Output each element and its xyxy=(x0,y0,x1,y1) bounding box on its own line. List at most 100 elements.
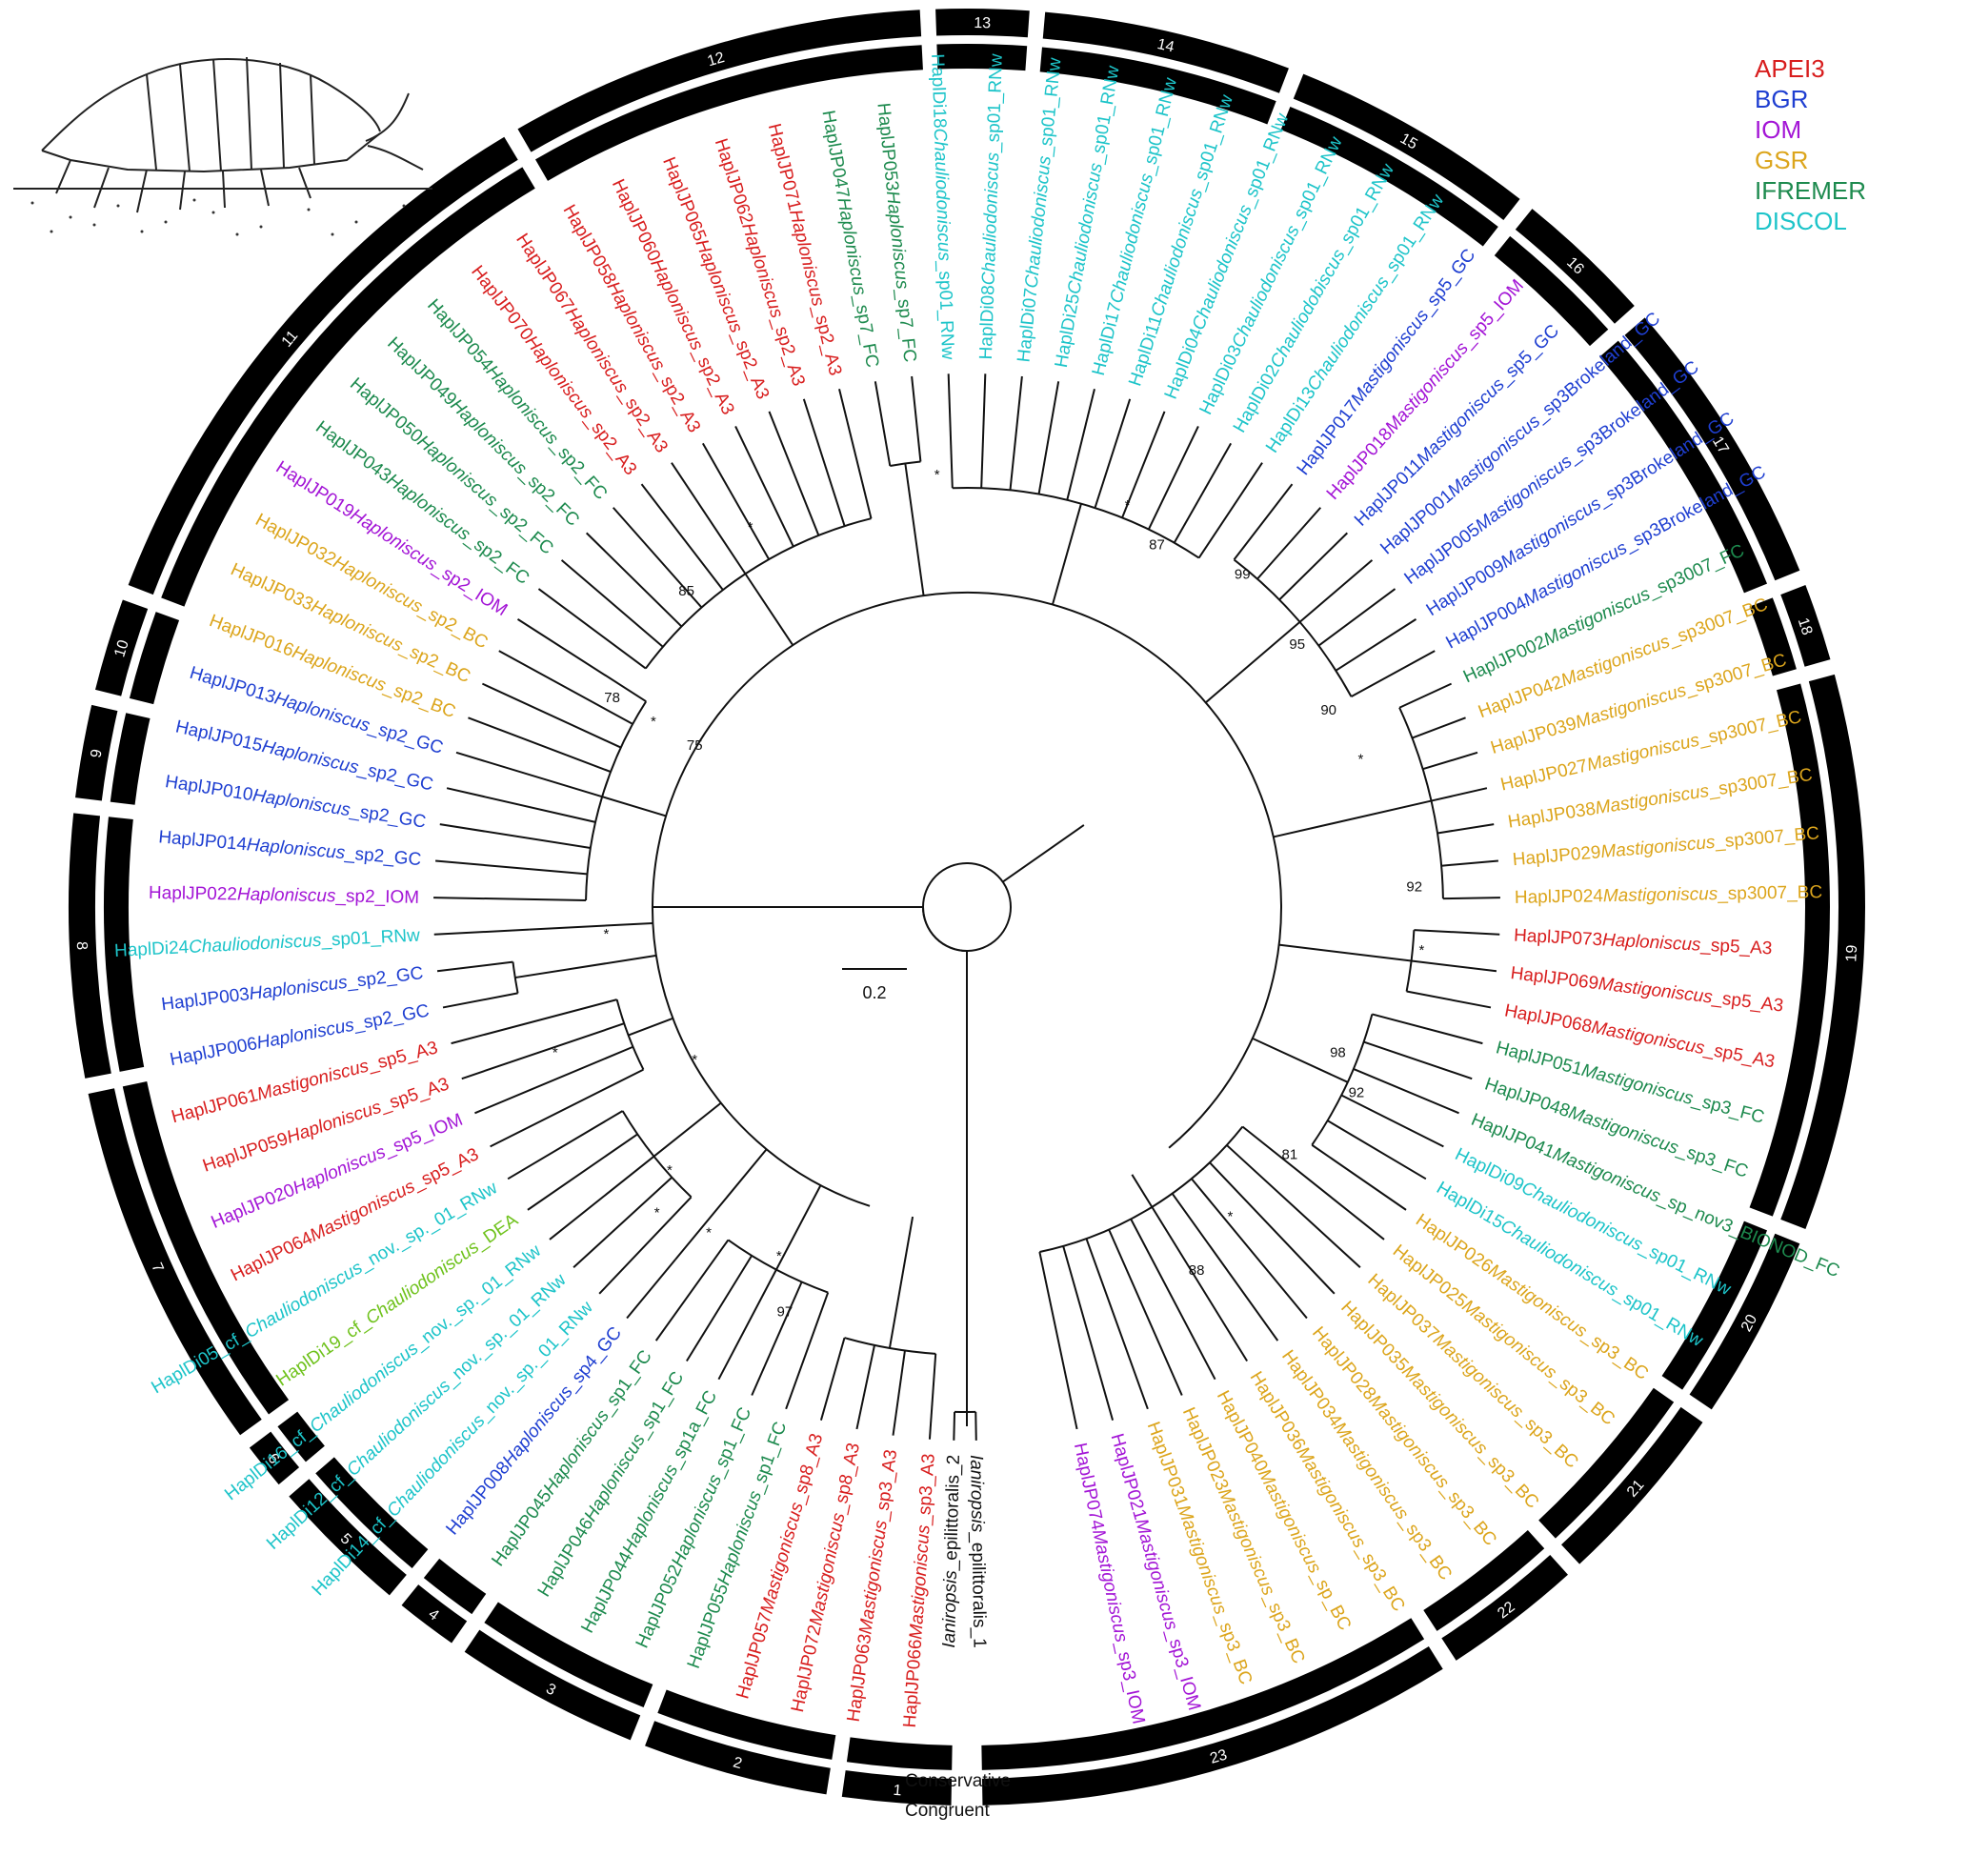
branch xyxy=(802,398,846,527)
taxon-label: HaplDi07Chauliodoniscus_sp01_RNw xyxy=(1014,56,1065,363)
conservative-ring-label: Conservative xyxy=(905,1771,1011,1791)
inner-ring-segment xyxy=(846,1737,953,1770)
congruent-ring xyxy=(103,44,1830,1770)
ring-segment-12 xyxy=(517,10,922,152)
branch xyxy=(1278,943,1412,962)
ring-segment-label: 8 xyxy=(73,941,90,951)
support-value: 75 xyxy=(687,737,703,754)
inner-ring-segment xyxy=(936,44,1028,71)
branch xyxy=(626,1259,676,1320)
branch xyxy=(744,573,794,646)
branch-arc xyxy=(1233,558,1353,697)
branch xyxy=(1412,716,1466,739)
ring-segment-7 xyxy=(88,1088,262,1436)
ring-segment-label: 1 xyxy=(893,1783,902,1800)
branch xyxy=(1037,381,1060,494)
support-value: 95 xyxy=(1289,636,1305,653)
taxon-label: HaplJP024Mastigoniscus_sp3007_BC xyxy=(1515,882,1823,908)
branch xyxy=(1066,389,1095,501)
support-value: 99 xyxy=(1235,566,1251,582)
branch-arc xyxy=(652,592,1282,1207)
ring-segment-13 xyxy=(935,8,1030,38)
branch xyxy=(1197,462,1263,559)
inner-ring-segment xyxy=(277,1411,325,1462)
taxon-label: HaplDi24Chauliodoniscus_sp01_RNw xyxy=(114,926,421,961)
branch xyxy=(516,618,647,703)
ring-segment-label: 20 xyxy=(1738,1312,1760,1335)
branch-arc xyxy=(621,1110,693,1199)
ring-segment-22 xyxy=(1441,1554,1568,1661)
inner-ring-segment xyxy=(1749,683,1830,1217)
branch xyxy=(1311,1143,1407,1211)
ring-segment-19 xyxy=(1780,674,1866,1229)
branch xyxy=(654,1239,730,1341)
branch xyxy=(585,532,683,628)
branch xyxy=(1121,411,1166,518)
taxon-label: HaplJP003Haploniscus_sp2_GC xyxy=(160,963,424,1015)
branch xyxy=(1273,799,1432,838)
branch xyxy=(1340,1094,1444,1148)
branch xyxy=(1335,618,1417,672)
branch xyxy=(1317,588,1396,647)
support-value: 98 xyxy=(1330,1044,1346,1060)
branch xyxy=(653,1101,722,1158)
support-value: 88 xyxy=(1189,1262,1205,1279)
support-values: * * * * 75 85 78 87 90 92 95 98 99 81 88 92 97 * * * * * * * * * * xyxy=(553,467,1425,1320)
branch xyxy=(1171,1193,1279,1341)
branch xyxy=(549,1155,655,1241)
ring-segment-label: 12 xyxy=(706,50,727,70)
legend-item-iom: IOM xyxy=(1755,115,1802,144)
legend: APEI3 BGR IOM GSR IFREMER DISCOL xyxy=(1755,53,1866,236)
branch xyxy=(1411,959,1497,973)
branch xyxy=(436,960,513,973)
inner-ring-segment xyxy=(1599,340,1768,594)
branch-arc xyxy=(1039,1125,1244,1254)
legend-item-discol: DISCOL xyxy=(1755,207,1847,235)
branch xyxy=(1094,398,1132,509)
branch xyxy=(1298,559,1374,623)
branch xyxy=(904,463,925,596)
ring-segment-16 xyxy=(1515,209,1635,324)
ring-segment-23 xyxy=(981,1645,1443,1805)
taxon-label: HaplJP069Mastigoniscus_sp5_A3 xyxy=(1510,963,1785,1016)
ring-segment-label: 2 xyxy=(732,1754,744,1772)
branch-arc xyxy=(585,700,648,900)
branch xyxy=(1173,442,1233,544)
ring-segment-2 xyxy=(645,1721,831,1795)
isopod-illustration xyxy=(13,56,432,236)
branch xyxy=(1241,1125,1385,1241)
branch xyxy=(928,1353,937,1440)
support-value: * xyxy=(692,1052,697,1068)
branch xyxy=(775,1184,822,1271)
branch xyxy=(435,859,588,876)
support-value: * xyxy=(1125,497,1131,514)
inner-ring-segment xyxy=(122,1080,290,1415)
branch xyxy=(1147,425,1199,530)
support-value: * xyxy=(667,1162,673,1179)
taxon-label: Ianiropsis_epilittoralis_1 xyxy=(966,1455,990,1648)
taxon-label: HaplJP039Mastigoniscus_sp3007_BC xyxy=(1488,650,1788,758)
branch xyxy=(1278,532,1349,601)
branch xyxy=(507,1110,624,1180)
branch xyxy=(1131,1174,1154,1208)
branch-arc xyxy=(1398,707,1444,899)
taxon-label: Ianiropsis_epilittoralis_2 xyxy=(939,1455,964,1648)
branch xyxy=(717,1269,777,1381)
taxon-label: HaplJP066Mastigoniscus_sp3_A3 xyxy=(900,1453,939,1728)
branch xyxy=(529,921,653,931)
taxon-label: HaplJP048Mastigoniscus_sp3_FC xyxy=(1482,1074,1751,1181)
taxon-label: HaplDi18Chauliodoniscus_sp01_RNw xyxy=(927,53,957,360)
branch xyxy=(598,1196,693,1295)
branch-arc xyxy=(922,906,968,952)
branch xyxy=(490,1068,644,1148)
branch xyxy=(855,1344,875,1430)
support-value: 87 xyxy=(1149,537,1165,554)
branch xyxy=(1398,682,1453,709)
ring-segment-3 xyxy=(464,1629,641,1741)
branch xyxy=(1226,1144,1361,1269)
branch xyxy=(1233,483,1294,561)
branch xyxy=(1353,1068,1459,1115)
inner-ring-segment xyxy=(1280,106,1498,247)
support-value: * xyxy=(553,1044,558,1060)
